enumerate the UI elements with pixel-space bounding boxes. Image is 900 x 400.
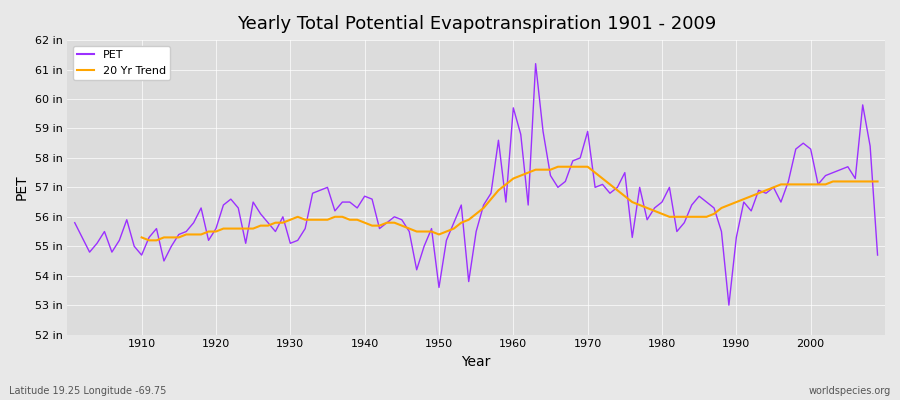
Y-axis label: PET: PET	[15, 174, 29, 200]
Text: worldspecies.org: worldspecies.org	[809, 386, 891, 396]
Title: Yearly Total Potential Evapotranspiration 1901 - 2009: Yearly Total Potential Evapotranspiratio…	[237, 15, 716, 33]
Text: Latitude 19.25 Longitude -69.75: Latitude 19.25 Longitude -69.75	[9, 386, 166, 396]
X-axis label: Year: Year	[462, 355, 490, 369]
Legend: PET, 20 Yr Trend: PET, 20 Yr Trend	[73, 46, 170, 80]
